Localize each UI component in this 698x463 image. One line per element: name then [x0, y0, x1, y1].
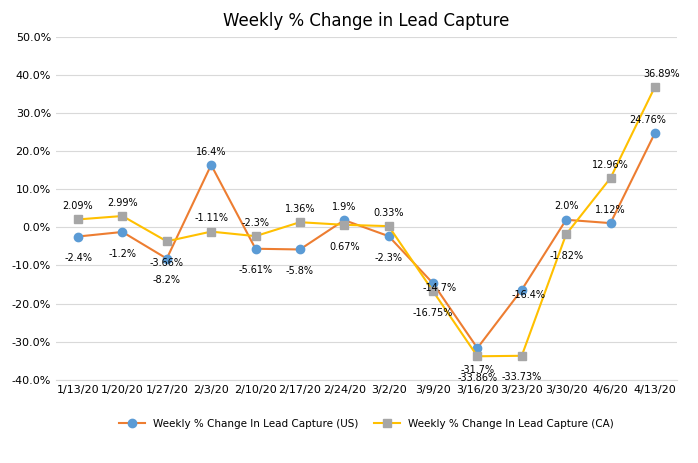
Text: 2.99%: 2.99% — [107, 198, 138, 208]
Weekly % Change In Lead Capture (CA) — [163, 238, 171, 244]
Text: 0.67%: 0.67% — [329, 242, 359, 251]
Text: -5.8%: -5.8% — [286, 266, 314, 276]
Weekly % Change In Lead Capture (CA) — [651, 84, 659, 90]
Text: -5.61%: -5.61% — [239, 265, 273, 275]
Legend: Weekly % Change In Lead Capture (US), Weekly % Change In Lead Capture (CA): Weekly % Change In Lead Capture (US), We… — [114, 414, 618, 433]
Weekly % Change In Lead Capture (US) — [429, 281, 437, 286]
Text: 0.33%: 0.33% — [373, 208, 404, 218]
Weekly % Change In Lead Capture (US) — [473, 345, 482, 351]
Weekly % Change In Lead Capture (US) — [296, 247, 304, 252]
Text: 1.36%: 1.36% — [285, 204, 315, 214]
Text: -1.2%: -1.2% — [108, 249, 136, 259]
Weekly % Change In Lead Capture (US) — [207, 162, 215, 168]
Weekly % Change In Lead Capture (US) — [340, 217, 348, 223]
Text: 24.76%: 24.76% — [630, 115, 667, 125]
Weekly % Change In Lead Capture (CA) — [296, 219, 304, 225]
Text: -16.75%: -16.75% — [413, 308, 453, 318]
Text: -33.86%: -33.86% — [457, 373, 498, 383]
Text: -14.7%: -14.7% — [423, 283, 457, 294]
Weekly % Change In Lead Capture (US) — [651, 131, 659, 136]
Text: 1.9%: 1.9% — [332, 202, 357, 212]
Text: 2.09%: 2.09% — [63, 201, 94, 211]
Weekly % Change In Lead Capture (CA) — [74, 217, 82, 222]
Weekly % Change In Lead Capture (CA) — [429, 288, 437, 294]
Weekly % Change In Lead Capture (CA) — [207, 229, 215, 234]
Text: 12.96%: 12.96% — [592, 160, 629, 170]
Text: -16.4%: -16.4% — [512, 290, 546, 300]
Weekly % Change In Lead Capture (US) — [118, 229, 126, 235]
Weekly % Change In Lead Capture (CA) — [473, 354, 482, 359]
Weekly % Change In Lead Capture (US) — [607, 220, 615, 226]
Weekly % Change In Lead Capture (CA) — [607, 175, 615, 181]
Text: -3.66%: -3.66% — [150, 258, 184, 268]
Weekly % Change In Lead Capture (US) — [251, 246, 260, 251]
Weekly % Change In Lead Capture (CA) — [385, 223, 393, 229]
Weekly % Change In Lead Capture (CA) — [562, 232, 570, 237]
Weekly % Change In Lead Capture (US) — [74, 234, 82, 239]
Weekly % Change In Lead Capture (CA) — [118, 213, 126, 219]
Weekly % Change In Lead Capture (CA) — [517, 353, 526, 358]
Line: Weekly % Change In Lead Capture (US): Weekly % Change In Lead Capture (US) — [74, 129, 659, 352]
Text: -2.4%: -2.4% — [64, 253, 92, 263]
Title: Weekly % Change in Lead Capture: Weekly % Change in Lead Capture — [223, 12, 510, 30]
Weekly % Change In Lead Capture (US) — [517, 287, 526, 293]
Text: -2.3%: -2.3% — [375, 253, 403, 263]
Text: 36.89%: 36.89% — [644, 69, 680, 79]
Weekly % Change In Lead Capture (CA) — [251, 233, 260, 239]
Text: -1.11%: -1.11% — [194, 213, 228, 223]
Weekly % Change In Lead Capture (US) — [163, 256, 171, 262]
Text: -31.7%: -31.7% — [460, 365, 494, 375]
Text: 2.0%: 2.0% — [554, 201, 579, 212]
Text: -8.2%: -8.2% — [153, 275, 181, 285]
Line: Weekly % Change In Lead Capture (CA): Weekly % Change In Lead Capture (CA) — [74, 83, 659, 361]
Text: -1.82%: -1.82% — [549, 251, 584, 261]
Weekly % Change In Lead Capture (US) — [562, 217, 570, 223]
Weekly % Change In Lead Capture (CA) — [340, 222, 348, 228]
Text: -33.73%: -33.73% — [502, 372, 542, 382]
Text: 16.4%: 16.4% — [196, 147, 226, 156]
Text: 1.12%: 1.12% — [595, 205, 626, 215]
Text: -2.3%: -2.3% — [242, 218, 269, 228]
Weekly % Change In Lead Capture (US) — [385, 233, 393, 239]
